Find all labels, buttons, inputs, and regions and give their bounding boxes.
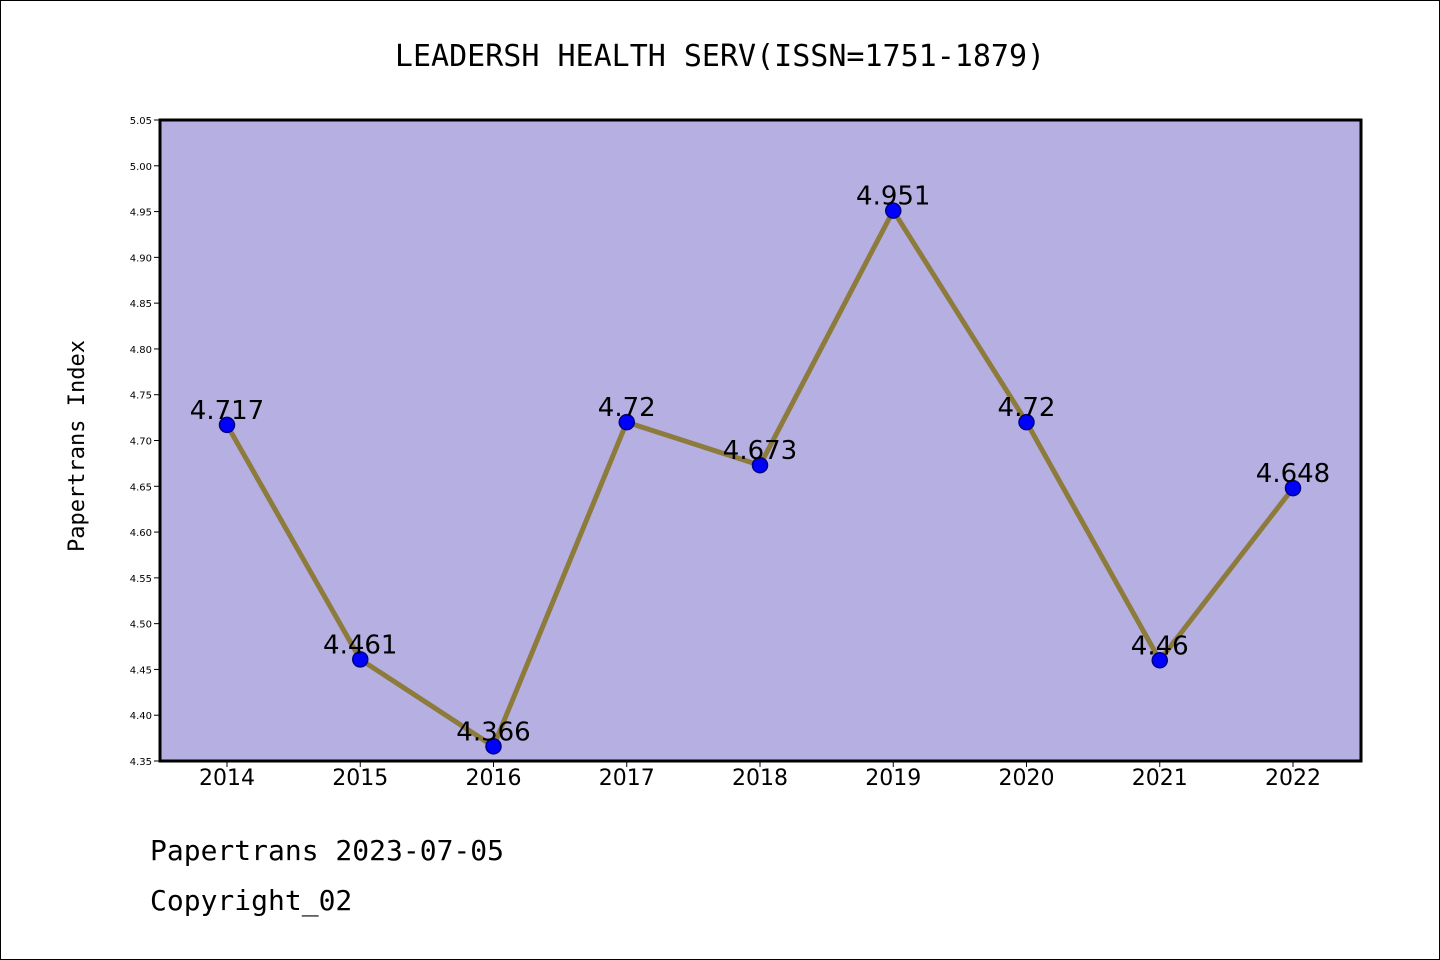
y-tick-label: 4.50 <box>130 620 152 631</box>
data-point <box>618 413 635 431</box>
y-tick-label: 4.90 <box>130 253 152 264</box>
data-points <box>218 202 1302 755</box>
y-tick-label: 4.35 <box>130 757 152 768</box>
x-tick-label: 2019 <box>865 766 921 791</box>
x-tick-label: 2018 <box>732 766 788 791</box>
y-tick-label: 4.65 <box>130 482 152 493</box>
y-tick-label: 4.70 <box>130 437 152 448</box>
x-tick-label: 2020 <box>999 766 1055 791</box>
data-point <box>885 202 902 219</box>
y-tick-label: 4.60 <box>130 528 152 539</box>
data-label: 4.366 <box>456 717 530 747</box>
data-label: 4.46 <box>1131 631 1189 661</box>
data-point <box>751 456 769 474</box>
y-tick-label: 4.55 <box>130 574 152 585</box>
data-point <box>1151 652 1168 669</box>
x-tick-label: 2016 <box>466 766 522 791</box>
data-label: 4.673 <box>723 436 797 466</box>
data-label: 4.951 <box>856 182 930 212</box>
data-label: 4.648 <box>1256 459 1330 489</box>
data-point <box>218 416 236 434</box>
data-labels: 4.717 4.461 4.366 4.72 4.673 4.951 4.72 4.46 4.6… <box>190 182 1330 748</box>
x-axis-ticks: 2014 2015 2016 2017 2018 2019 2020 2021 2022 <box>199 761 1321 791</box>
data-point <box>352 651 369 668</box>
x-tick-label: 2017 <box>599 766 655 791</box>
x-tick-label: 2015 <box>332 766 388 791</box>
y-tick-label: 4.40 <box>130 711 152 722</box>
data-point <box>485 738 502 755</box>
y-tick-label: 5.00 <box>130 162 152 173</box>
data-point <box>1018 413 1035 431</box>
y-tick-label: 4.95 <box>130 208 152 219</box>
y-axis-ticks: 4.35 4.40 4.45 4.50 4.55 4.60 4.65 4.70 4.75 4.80… <box>130 116 160 768</box>
y-tick-label: 4.85 <box>130 299 152 310</box>
data-label: 4.72 <box>598 393 656 423</box>
y-tick-label: 4.45 <box>130 665 152 676</box>
footer-date: Papertrans 2023-07-05 <box>150 834 505 867</box>
y-tick-label: 5.05 <box>130 116 152 127</box>
data-label: 4.461 <box>323 630 397 660</box>
footer-copyright: Copyright_02 <box>150 884 353 917</box>
x-tick-label: 2022 <box>1265 766 1321 791</box>
y-axis-label: Papertrans Index <box>65 340 90 552</box>
data-label: 4.72 <box>998 393 1056 423</box>
y-tick-label: 4.75 <box>130 391 152 402</box>
x-tick-label: 2021 <box>1132 766 1188 791</box>
y-tick-label: 4.80 <box>130 345 152 356</box>
x-tick-label: 2014 <box>199 766 255 791</box>
data-point <box>1284 479 1302 497</box>
data-label: 4.717 <box>190 396 264 426</box>
chart-title: LEADERSH HEALTH SERV(ISSN=1751-1879) <box>395 39 1045 74</box>
